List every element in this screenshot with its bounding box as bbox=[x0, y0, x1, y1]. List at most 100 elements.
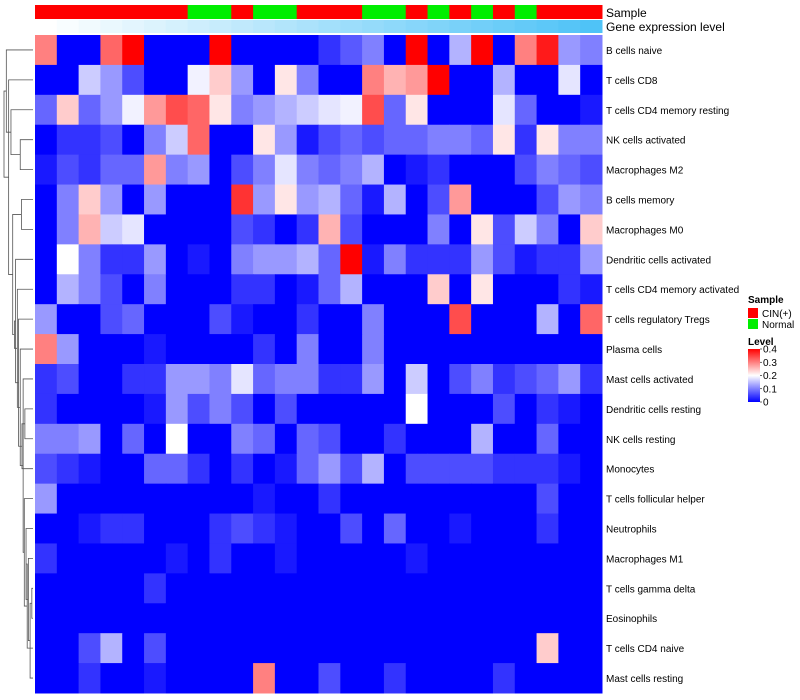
heatmap-cell bbox=[449, 35, 472, 66]
heatmap-cell bbox=[449, 244, 472, 275]
heatmap-cell bbox=[209, 364, 232, 395]
row-label: B cells memory bbox=[606, 196, 674, 207]
heatmap-cell bbox=[558, 483, 581, 515]
heatmap-cell bbox=[362, 573, 385, 604]
heatmap-cell bbox=[100, 64, 123, 96]
heatmap-cell bbox=[144, 483, 167, 515]
heatmap-cell bbox=[165, 603, 189, 634]
heatmap-cell bbox=[471, 543, 494, 574]
expression-cell bbox=[405, 20, 429, 33]
heatmap-cell bbox=[100, 393, 123, 425]
heatmap-cell bbox=[231, 453, 254, 485]
heatmap-cell bbox=[405, 214, 429, 245]
heatmap-cell bbox=[318, 663, 341, 694]
heatmap-cell bbox=[362, 214, 385, 245]
heatmap-cell bbox=[100, 304, 123, 335]
heatmap-cell bbox=[144, 184, 167, 215]
dendrogram-branch bbox=[31, 587, 33, 619]
heatmap-cell bbox=[56, 543, 80, 574]
heatmap-cell bbox=[187, 364, 210, 395]
level-tick-label: 0.4 bbox=[763, 345, 777, 356]
heatmap-cell bbox=[558, 633, 581, 664]
heatmap-cell bbox=[187, 154, 210, 186]
heatmap-cell bbox=[187, 304, 210, 335]
row-label: T cells CD4 memory resting bbox=[606, 106, 729, 117]
heatmap-cell bbox=[165, 214, 189, 245]
expression-cell bbox=[100, 20, 123, 33]
heatmap-cell bbox=[100, 244, 123, 275]
heatmap-cell bbox=[383, 663, 407, 694]
heatmap-cell bbox=[492, 423, 516, 455]
heatmap-cell bbox=[100, 184, 123, 215]
heatmap-cell bbox=[558, 513, 581, 544]
heatmap-cell bbox=[165, 543, 189, 574]
heatmap-cell bbox=[492, 124, 516, 156]
heatmap-cell bbox=[318, 543, 341, 574]
heatmap-cell bbox=[580, 124, 603, 156]
heatmap-cell bbox=[78, 334, 101, 365]
heatmap-cell bbox=[122, 453, 145, 485]
heatmap-cell bbox=[274, 244, 298, 275]
heatmap-cell bbox=[56, 154, 80, 186]
heatmap-cell bbox=[231, 543, 254, 574]
heatmap-cell bbox=[209, 513, 232, 544]
heatmap-cell bbox=[471, 35, 494, 66]
heatmap-cell bbox=[122, 304, 145, 335]
heatmap-cell bbox=[427, 364, 450, 395]
heatmap-cell bbox=[35, 364, 58, 395]
heatmap-cell bbox=[78, 453, 101, 485]
sample-cell bbox=[449, 5, 472, 19]
heatmap-cell bbox=[405, 453, 429, 485]
heatmap-cell bbox=[340, 35, 363, 66]
heatmap-cell bbox=[144, 154, 167, 186]
heatmap-cell bbox=[427, 543, 450, 574]
heatmap-cell bbox=[318, 393, 341, 425]
heatmap-cell bbox=[296, 154, 319, 186]
heatmap-cell bbox=[405, 35, 429, 66]
heatmap-cell bbox=[471, 274, 494, 305]
sample-cell bbox=[231, 5, 254, 19]
heatmap-cell bbox=[492, 543, 516, 574]
heatmap-cell bbox=[405, 364, 429, 395]
heatmap-cell bbox=[296, 543, 319, 574]
heatmap-cell bbox=[449, 543, 472, 574]
heatmap-cell bbox=[253, 154, 276, 186]
expression-cell bbox=[35, 20, 58, 33]
expression-cell bbox=[78, 20, 101, 33]
heatmap-cell bbox=[492, 274, 516, 305]
heatmap-cell bbox=[318, 423, 341, 455]
expression-cell bbox=[187, 20, 210, 33]
heatmap-cell bbox=[253, 513, 276, 544]
heatmap-cell bbox=[580, 94, 603, 126]
heatmap-cell bbox=[144, 453, 167, 485]
heatmap-cell bbox=[405, 64, 429, 96]
heatmap-cell bbox=[56, 94, 80, 126]
heatmap-cell bbox=[122, 94, 145, 126]
heatmap-cell bbox=[165, 364, 189, 395]
sample-cell bbox=[100, 5, 123, 19]
heatmap-cell bbox=[209, 663, 232, 694]
heatmap-cell bbox=[580, 274, 603, 305]
heatmap-cell bbox=[122, 184, 145, 215]
heatmap-cell bbox=[56, 423, 80, 455]
heatmap-cell bbox=[449, 214, 472, 245]
level-colorbar bbox=[748, 349, 760, 402]
heatmap-cell bbox=[209, 35, 232, 66]
heatmap-cell bbox=[449, 364, 472, 395]
heatmap-cell bbox=[492, 94, 516, 126]
heatmap-cell bbox=[253, 94, 276, 126]
heatmap-cell bbox=[318, 513, 341, 544]
sample-cell bbox=[340, 5, 363, 19]
heatmap-cell bbox=[383, 364, 407, 395]
heatmap-cell bbox=[340, 364, 363, 395]
heatmap-cell bbox=[449, 184, 472, 215]
dendrogram-branch bbox=[3, 90, 9, 178]
legend-swatch-normal bbox=[748, 319, 758, 329]
heatmap-cell bbox=[318, 304, 341, 335]
heatmap-cell bbox=[100, 124, 123, 156]
heatmap-cell bbox=[383, 304, 407, 335]
heatmap-cell bbox=[165, 334, 189, 365]
heatmap-cell bbox=[144, 244, 167, 275]
heatmap-cell bbox=[318, 274, 341, 305]
heatmap-cell bbox=[514, 94, 538, 126]
